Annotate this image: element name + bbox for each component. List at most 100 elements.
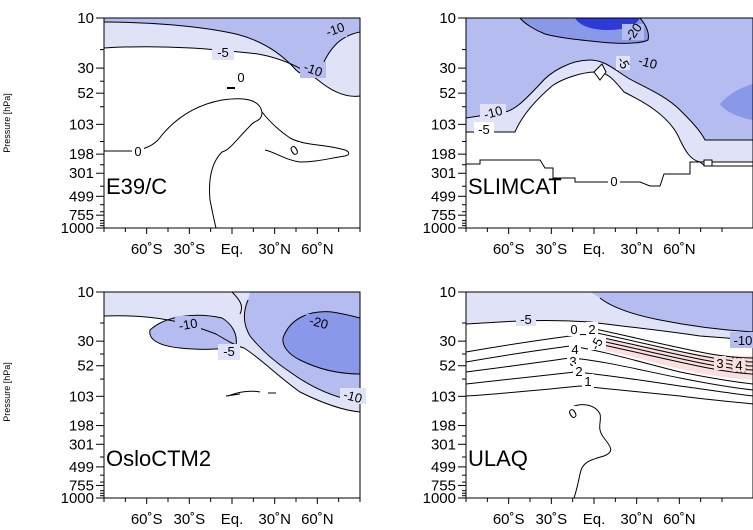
e39c-line-m5	[104, 46, 360, 97]
y-tick-label: 1000	[61, 220, 94, 237]
y-tick-label: 198	[431, 418, 456, 435]
ulaq-x-axis: 60˚S 30˚S Eq. 30˚N 60˚N	[465, 498, 723, 528]
slimcat-line-m20	[519, 18, 649, 44]
ulaq-clabel-bg-5	[730, 332, 753, 348]
y-tick-label: 103	[69, 388, 94, 405]
oslo-y-axis-label: Pressure [hPa]	[2, 362, 12, 422]
slimcat-small-island	[593, 63, 607, 81]
oslo-clabel-bg-2	[306, 314, 332, 330]
panel-e39c: -10 -5 -10 0 0 0 E39/C 10 30 52 103 198 301 49…	[2, 10, 361, 258]
y-tick-label: 103	[69, 116, 94, 133]
x-tick-label: 60˚S	[493, 511, 525, 528]
x-tick-label: 60˚N	[301, 511, 334, 528]
ulaq-clabel-bg-3	[586, 322, 598, 336]
ulaq-line-dense-1	[589, 327, 753, 359]
e39c-contour-labels: -10 -5 -10 0 0 0	[132, 19, 347, 159]
slimcat-line-m5	[466, 71, 753, 163]
ulaq-line-1	[466, 345, 753, 385]
e39c-clabel-1: -10	[324, 19, 347, 40]
x-tick-label: 60˚N	[301, 241, 334, 258]
ulaq-line-m10	[599, 297, 753, 333]
slimcat-x-axis: 60˚S 30˚S Eq. 30˚N 60˚N	[465, 228, 723, 258]
slimcat-line-m10	[466, 59, 753, 141]
slimcat-clabel-2: -10	[637, 53, 659, 72]
y-tick-label: 755	[69, 477, 94, 494]
slimcat-clabel-6: 0	[610, 174, 617, 189]
ulaq-clabel-11: 4	[735, 358, 742, 373]
oslo-panel-title: OsloCTM2	[106, 446, 211, 471]
ulaq-line-3	[466, 371, 753, 397]
ulaq-clabel-bg-10	[714, 356, 726, 370]
ulaq-line-4	[466, 385, 753, 405]
e39c-clabel-bg-2	[212, 44, 234, 60]
oslo-clabel-bg-4	[340, 388, 366, 404]
oslo-small-contour	[225, 390, 276, 397]
y-tick-label: 103	[431, 116, 456, 133]
ulaq-clabel-2: 0	[570, 322, 577, 337]
ulaq-clabel-bg-6	[569, 342, 581, 356]
ulaq-line-dense-5	[597, 343, 753, 375]
y-tick-label: 10	[77, 284, 94, 301]
slimcat-small-island-2	[703, 159, 713, 167]
y-tick-label: 1000	[423, 220, 456, 237]
y-tick-label: 755	[69, 207, 94, 224]
x-tick-label: Eq.	[221, 241, 244, 258]
e39c-clabel-bg-1	[323, 21, 347, 37]
ulaq-clabel-bg-12	[567, 406, 579, 420]
oslo-line-m5-top	[231, 292, 243, 315]
slimcat-clabel-bg-4	[480, 104, 506, 120]
oslo-clabel-3: -5	[223, 344, 235, 359]
e39c-fill-level2	[104, 18, 360, 75]
ulaq-clabel-9: 1	[584, 374, 591, 389]
slimcat-fill-level2	[466, 18, 753, 140]
y-tick-label: 10	[439, 10, 456, 27]
y-tick-label: 30	[77, 60, 94, 77]
x-tick-label: 60˚S	[131, 511, 163, 528]
e39c-y-axis-label: Pressure [hPa]	[2, 93, 12, 153]
ulaq-contour-labels: -5 0 2 -5 -10 4 3 2 1 3 4 0	[516, 312, 753, 422]
ulaq-clabel-6: 4	[571, 342, 578, 357]
ulaq-clabel-bg-9	[582, 374, 594, 388]
panel-e39c-contours	[104, 18, 360, 228]
oslo-clabel-1: -10	[178, 315, 199, 333]
y-tick-label: 52	[77, 85, 94, 102]
ulaq-clabel-8: 2	[575, 364, 582, 379]
x-tick-label: 30˚S	[173, 241, 205, 258]
x-tick-label: 30˚S	[173, 511, 205, 528]
y-tick-label: 30	[77, 333, 94, 350]
y-tick-label: 301	[431, 165, 456, 182]
y-tick-label: 10	[439, 284, 456, 301]
e39c-line-0-right	[261, 111, 350, 163]
ulaq-frame	[465, 291, 753, 499]
ulaq-fill-level2	[590, 292, 753, 332]
y-tick-label: 1000	[423, 490, 456, 507]
e39c-clabel-3: -10	[302, 59, 325, 80]
y-tick-label: 301	[431, 436, 456, 453]
x-tick-label: 30˚S	[535, 511, 567, 528]
oslo-clabel-2: -20	[308, 313, 330, 332]
slimcat-panel-title: SLIMCAT	[468, 174, 562, 199]
y-tick-label: 301	[69, 436, 94, 453]
ulaq-clabel-1: -5	[520, 312, 532, 327]
e39c-clabel-5: 0	[134, 144, 141, 159]
slimcat-line-0	[466, 159, 753, 187]
slimcat-fill-level3b	[720, 84, 753, 120]
slimcat-clabel-bg-5	[474, 122, 494, 136]
ulaq-clabel-7: 3	[569, 354, 576, 369]
x-tick-label: 60˚S	[131, 241, 163, 258]
e39c-line-m10	[104, 21, 360, 76]
y-tick-label: 198	[431, 146, 456, 163]
y-tick-label: 30	[439, 333, 456, 350]
y-tick-label: 499	[69, 188, 94, 205]
ulaq-clabel-10: 3	[716, 356, 723, 371]
y-tick-label: 755	[431, 477, 456, 494]
y-tick-label: 30	[439, 60, 456, 77]
y-tick-label: 198	[69, 146, 94, 163]
slimcat-clabel-4: -10	[482, 103, 504, 122]
panel-ulaq-contours	[466, 292, 753, 498]
slimcat-clabel-5: -5	[478, 122, 490, 137]
